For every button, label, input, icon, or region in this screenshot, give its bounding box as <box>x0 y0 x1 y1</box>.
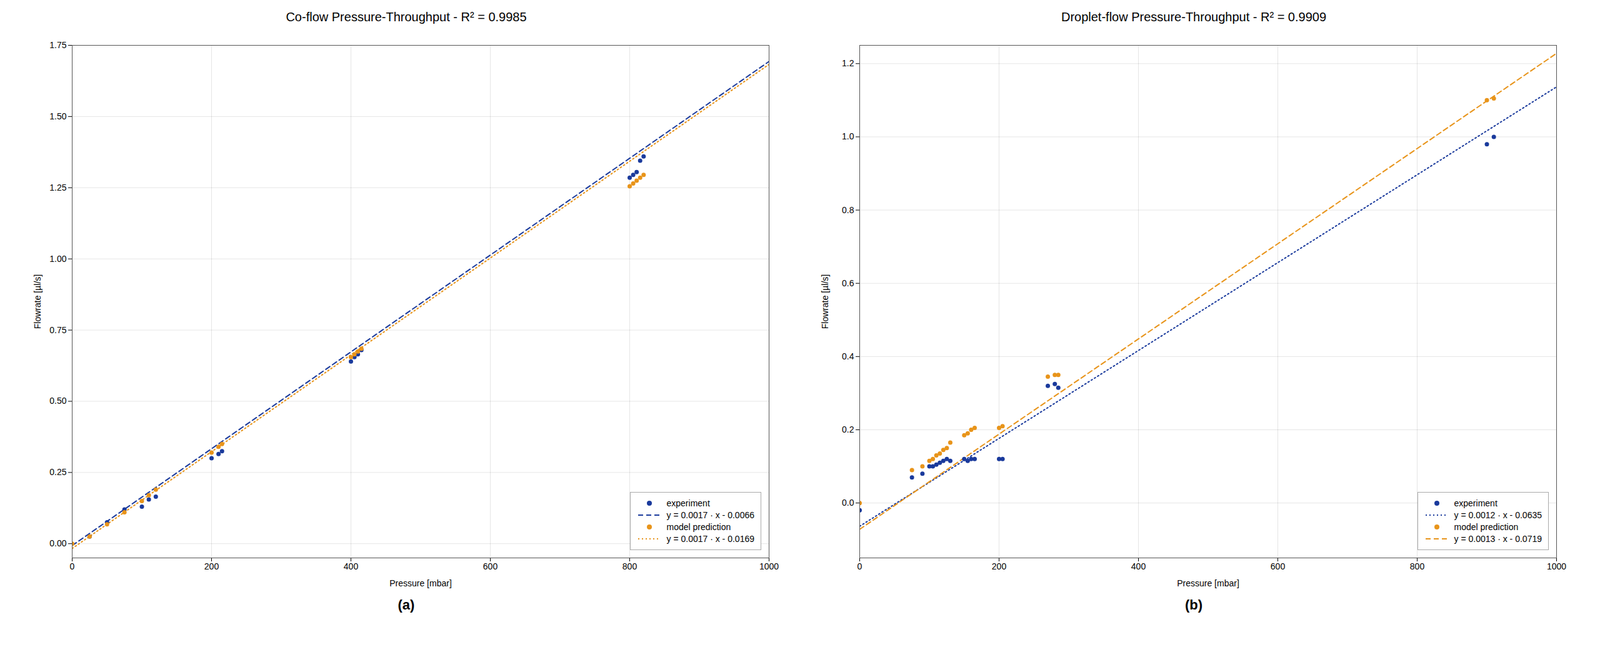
svg-text:1.50: 1.50 <box>49 111 67 122</box>
svg-text:1000: 1000 <box>1546 561 1567 572</box>
svg-text:400: 400 <box>343 561 359 572</box>
svg-text:0.75: 0.75 <box>49 325 67 335</box>
svg-text:Pressure [mbar]: Pressure [mbar] <box>1176 578 1240 589</box>
html-text:model prediction: model prediction <box>666 521 731 532</box>
svg-text:400: 400 <box>1131 561 1147 572</box>
svg-text:1.0: 1.0 <box>841 131 855 142</box>
html-text:Droplet-flow Pressure-Throughp: Droplet-flow Pressure-Throughput - R² = … <box>1061 10 1327 24</box>
html-text:y = 0.0012 · x - 0.0635: y = 0.0012 · x - 0.0635 <box>1454 510 1542 520</box>
svg-text:0.00: 0.00 <box>49 538 67 549</box>
svg-text:1.75: 1.75 <box>49 40 67 50</box>
svg-text:Flowrate [µl/s]: Flowrate [µl/s] <box>820 274 830 329</box>
svg-text:1.2: 1.2 <box>841 58 855 69</box>
svg-text:0: 0 <box>857 561 863 572</box>
svg-text:1.25: 1.25 <box>49 182 67 193</box>
svg-text:0.2: 0.2 <box>841 424 855 435</box>
svg-text:1000: 1000 <box>759 561 779 572</box>
svg-text:0.6: 0.6 <box>841 278 855 289</box>
svg-text:600: 600 <box>1270 561 1286 572</box>
svg-text:800: 800 <box>1410 561 1425 572</box>
html-text:y = 0.0013 · x - 0.0719: y = 0.0013 · x - 0.0719 <box>1454 533 1542 544</box>
html-text:(b): (b) <box>1185 596 1203 613</box>
svg-text:200: 200 <box>204 561 220 572</box>
svg-text:0.0: 0.0 <box>841 497 855 508</box>
html-text:(a): (a) <box>397 596 415 613</box>
html-text:y = 0.0017 · x - 0.0169: y = 0.0017 · x - 0.0169 <box>666 533 755 544</box>
svg-text:0: 0 <box>70 561 75 572</box>
html-text:Co-flow Pressure-Throughput -: Co-flow Pressure-Throughput - R² = 0.998… <box>285 10 527 24</box>
html-text:experiment: experiment <box>1454 498 1498 509</box>
svg-text:600: 600 <box>483 561 499 572</box>
svg-text:0.25: 0.25 <box>49 466 67 477</box>
html-text:experiment: experiment <box>666 498 710 509</box>
svg-text:Pressure [mbar]: Pressure [mbar] <box>389 578 452 589</box>
html-text:model prediction: model prediction <box>1454 521 1519 532</box>
svg-text:0.8: 0.8 <box>841 205 855 215</box>
svg-text:Flowrate [µl/s]: Flowrate [µl/s] <box>32 274 43 329</box>
svg-text:0.50: 0.50 <box>49 395 67 406</box>
svg-text:200: 200 <box>991 561 1007 572</box>
svg-text:800: 800 <box>622 561 638 572</box>
svg-text:1.00: 1.00 <box>49 253 67 264</box>
svg-text:0.4: 0.4 <box>841 351 855 362</box>
html-text:y = 0.0017 · x - 0.0066: y = 0.0017 · x - 0.0066 <box>666 510 755 520</box>
